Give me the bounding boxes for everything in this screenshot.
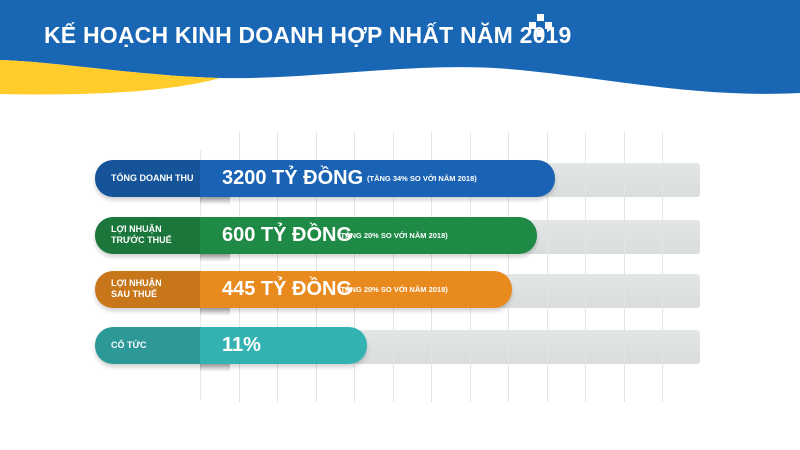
gridline: [508, 132, 509, 402]
page-title: KẾ HOẠCH KINH DOANH HỢP NHẤT NĂM 2019: [44, 22, 572, 48]
bar-shadow: [200, 364, 230, 372]
bar-value-label: 11%: [222, 334, 261, 356]
bar-growth-note: (TĂNG 20% SO VỚI NĂM 2018): [338, 231, 448, 240]
bar-category-label-line: LỢI NHUẬN: [111, 278, 162, 288]
bar-category-label-line: TRƯỚC THUẾ: [111, 235, 172, 245]
header-banner: KẾ HOẠCH KINH DOANH HỢP NHẤT NĂM 2019: [0, 0, 800, 110]
bar-shadow: [200, 254, 230, 262]
gridline: [315, 132, 317, 402]
gridline: [431, 132, 432, 402]
gridline: [662, 132, 663, 402]
bar-growth-note: (TĂNG 20% SO VỚI NĂM 2018): [338, 285, 448, 294]
gridline: [392, 132, 394, 402]
gridline: [585, 132, 586, 402]
company-logo-icon: [529, 14, 553, 38]
bar-category-label-line: SAU THUẾ: [111, 289, 158, 299]
bar-value-label: 3200 TỶ ĐỒNG: [222, 167, 364, 189]
bar-profit-before-tax: LỢI NHUẬN TRƯỚC THUẾ 600 TỶ ĐỒNG (TĂNG 20% …: [95, 217, 537, 254]
bar-label-segment: [95, 271, 200, 308]
bar-category-label: LỢI NHUẬN SAU THUẾ: [111, 278, 162, 300]
bar-value-label: 600 TỶ ĐỒNG: [222, 224, 353, 246]
header-wave-background: [0, 0, 800, 95]
gridline: [546, 132, 548, 402]
bar-category-label-line: LỢI NHUẬN: [111, 224, 162, 234]
bar-shadow: [200, 308, 230, 316]
bar-category-label-line: CỔ TỨC: [111, 340, 147, 350]
gridline: [623, 132, 625, 402]
bar-profit-after-tax: LỢI NHUẬN SAU THUẾ 445 TỶ ĐỒNG (TĂNG 20% SO…: [95, 271, 512, 308]
gridline: [354, 132, 355, 402]
bar-label-segment: [95, 217, 200, 254]
bar-growth-note: (TĂNG 34% SO VỚI NĂM 2018): [367, 174, 477, 183]
bar-category-label-line: TỔNG DOANH THU: [111, 173, 194, 183]
bar-label-segment: [95, 327, 200, 364]
bar-category-label: CỔ TỨC: [111, 340, 146, 351]
bar-category-label: TỔNG DOANH THU: [111, 173, 194, 184]
bar-shadow: [200, 197, 230, 205]
gridline: [469, 132, 471, 402]
bar-revenue: TỔNG DOANH THU 3200 TỶ ĐỒNG (TĂNG 34% SO V…: [95, 160, 555, 197]
bar-category-label: LỢI NHUẬN TRƯỚC THUẾ: [111, 224, 172, 246]
gridline: [277, 132, 278, 402]
gridline: [238, 132, 240, 402]
bar-label-segment: [95, 160, 200, 197]
bar-value-label: 445 TỶ ĐỒNG: [222, 278, 353, 300]
bar-dividend: CỔ TỨC 11%: [95, 327, 367, 364]
